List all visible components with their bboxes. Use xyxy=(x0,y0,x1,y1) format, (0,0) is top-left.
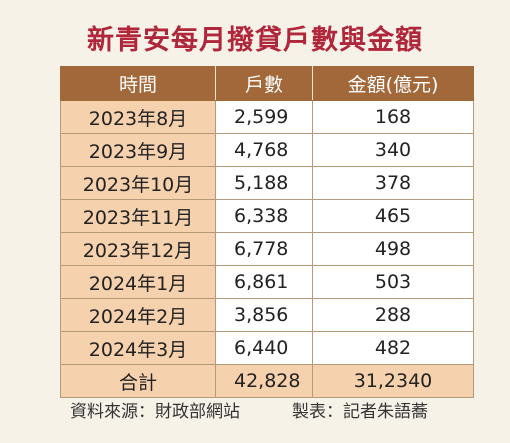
amount-cell: 340 xyxy=(312,133,474,167)
households-cell: 3,856 xyxy=(215,298,313,332)
amount-cell: 465 xyxy=(312,199,474,233)
households-cell: 5,188 xyxy=(215,166,313,200)
data-table: 時間 戶數 金額(億元) 2023年8月 2,599 168 2023年9月 4… xyxy=(60,66,474,398)
total-row: 合計 42,828 31,2340 xyxy=(60,364,474,398)
amount-cell: 498 xyxy=(312,232,474,266)
households-cell: 6,778 xyxy=(215,232,313,266)
month-cell: 2023年10月 xyxy=(60,166,216,200)
table-row: 2023年8月 2,599 168 xyxy=(60,100,474,134)
amount-cell: 503 xyxy=(312,265,474,299)
households-cell: 6,440 xyxy=(215,331,313,365)
source-note: 資料來源：財政部網站 xyxy=(70,402,240,422)
amount-cell: 378 xyxy=(312,166,474,200)
month-cell: 2024年3月 xyxy=(60,331,216,365)
table-row: 2023年12月 6,778 498 xyxy=(60,232,474,266)
table-row: 2024年2月 3,856 288 xyxy=(60,298,474,332)
month-cell: 2024年2月 xyxy=(60,298,216,332)
month-cell: 2023年11月 xyxy=(60,199,216,233)
table-row: 2024年3月 6,440 482 xyxy=(60,331,474,365)
header-row: 時間 戶數 金額(億元) xyxy=(60,66,474,101)
author-credit: 製表：記者朱語蕎 xyxy=(292,402,428,422)
table-row: 2023年9月 4,768 340 xyxy=(60,133,474,167)
month-cell: 2023年12月 xyxy=(60,232,216,266)
table-row: 2023年11月 6,338 465 xyxy=(60,199,474,233)
amount-cell: 288 xyxy=(312,298,474,332)
households-cell: 4,768 xyxy=(215,133,313,167)
amount-cell: 168 xyxy=(312,100,474,134)
month-cell: 2023年8月 xyxy=(60,100,216,134)
table-row: 2023年10月 5,188 378 xyxy=(60,166,474,200)
column-header-households: 戶數 xyxy=(215,66,313,101)
table-row: 2024年1月 6,861 503 xyxy=(60,265,474,299)
households-cell: 6,338 xyxy=(215,199,313,233)
amount-cell: 482 xyxy=(312,331,474,365)
households-cell: 6,861 xyxy=(215,265,313,299)
total-amount: 31,2340 xyxy=(312,364,474,398)
households-cell: 2,599 xyxy=(215,100,313,134)
column-header-amount: 金額(億元) xyxy=(312,66,474,101)
month-cell: 2024年1月 xyxy=(60,265,216,299)
total-label: 合計 xyxy=(60,364,216,398)
chart-title: 新青安每月撥貸戶數與金額 xyxy=(87,25,423,56)
column-header-time: 時間 xyxy=(60,66,216,101)
total-households: 42,828 xyxy=(215,364,313,398)
month-cell: 2023年9月 xyxy=(60,133,216,167)
